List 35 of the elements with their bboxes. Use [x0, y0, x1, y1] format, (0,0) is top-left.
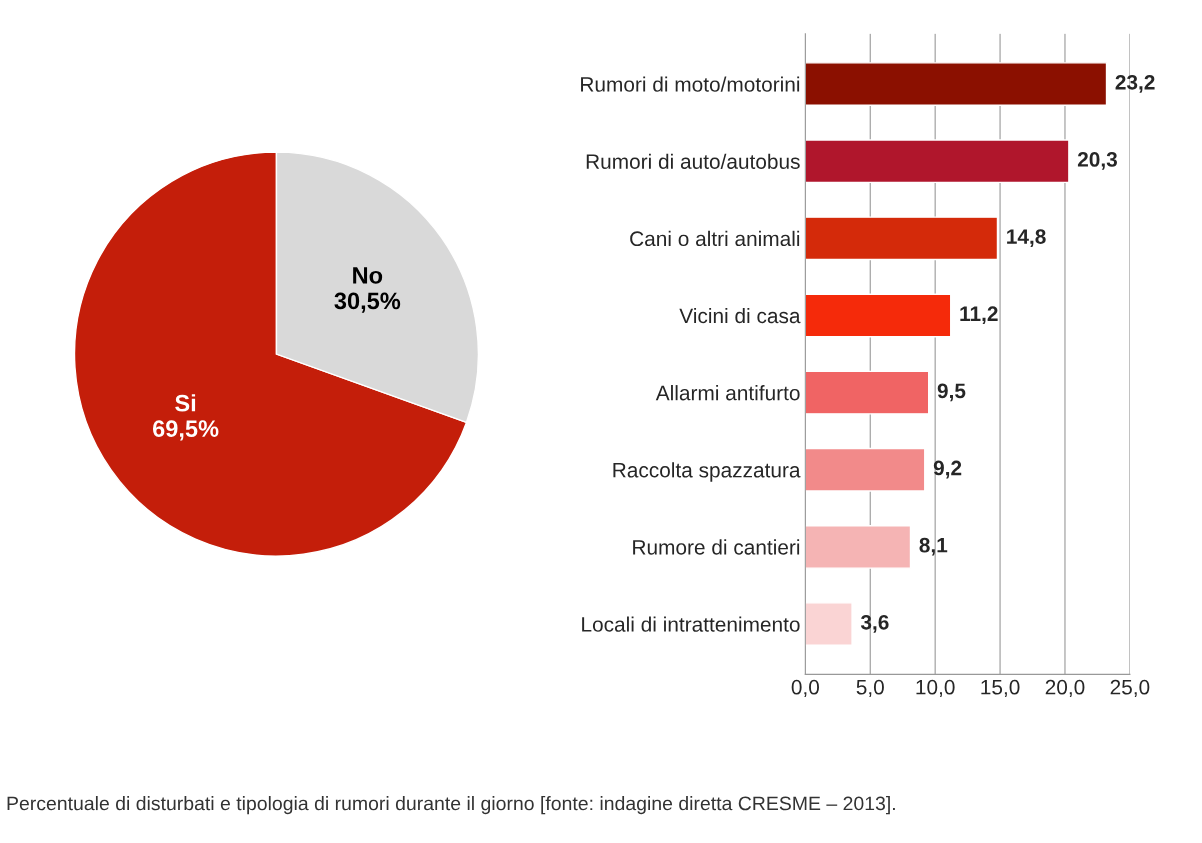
data-label: 30,5%: [334, 292, 401, 313]
y-tick-label: Allarmi antifurto: [655, 385, 800, 401]
data-label: 14,8: [1007, 229, 1046, 247]
data-label: 69,5%: [152, 420, 219, 441]
slice-label: Si: [175, 394, 196, 412]
bar: [805, 447, 926, 492]
bar: [805, 525, 912, 569]
bar: [805, 216, 999, 261]
data-label: 11,2: [960, 306, 998, 325]
x-tick-label: 0,0: [791, 679, 820, 698]
data-label: 20,3: [1077, 152, 1117, 170]
data-label: 3,6: [860, 614, 889, 633]
bar: [805, 62, 1108, 106]
data-label: 9,5: [937, 383, 966, 402]
y-tick-label: Locali di intrattenimento: [582, 616, 800, 632]
x-tick-label: 15,0: [981, 679, 1020, 698]
bar: [805, 293, 952, 338]
data-label: 8,1: [919, 537, 948, 556]
x-tick-label: 25,0: [1110, 679, 1150, 698]
x-tick-label: 10,0: [916, 679, 955, 698]
bar: [805, 370, 930, 415]
bar: [805, 602, 853, 646]
y-tick-label: Rumore di cantieri: [633, 539, 800, 555]
y-tick-label: Rumori di auto/autobus: [586, 153, 800, 169]
y-tick-label: Rumori di moto/motorini: [581, 76, 800, 92]
text: Percentuale di disturbati e tipologia di rumori durante il giorno [fonte: indagine diretta CRESME – 2013].: [7, 796, 895, 815]
x-tick-label: 20,0: [1045, 679, 1085, 698]
bar: [805, 139, 1070, 184]
y-tick-label: Cani o altri animali: [630, 230, 800, 247]
slice-label: No: [353, 267, 383, 284]
data-label: 9,2: [933, 460, 962, 479]
x-tick-label: 5,0: [856, 679, 884, 698]
y-tick-label: Vicini di casa: [679, 307, 801, 324]
y-tick-label: Raccolta spazzatura: [613, 462, 801, 482]
data-label: 23,2: [1115, 74, 1155, 93]
